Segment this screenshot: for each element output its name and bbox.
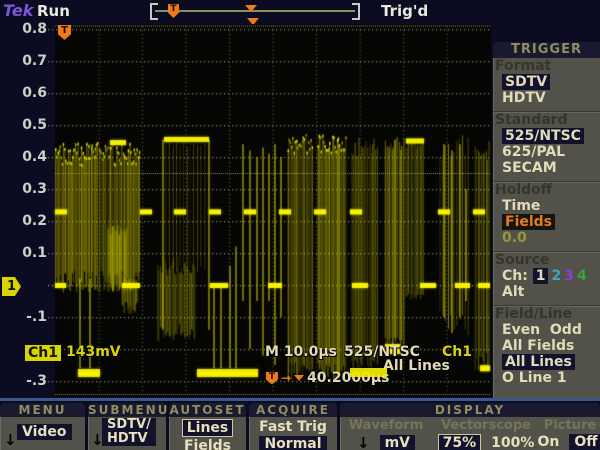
display-picture-group: Picture On Off bbox=[537, 418, 600, 450]
menu-panel-title: MENU bbox=[0, 403, 85, 417]
vectorscope-100-button[interactable]: 100% bbox=[491, 435, 535, 450]
triangle-down-icon bbox=[294, 375, 305, 381]
display-panel-title: DISPLAY bbox=[340, 403, 600, 417]
axis-label: 0.7 bbox=[22, 53, 47, 69]
axis-label: 0.4 bbox=[22, 149, 47, 165]
channel-option-2[interactable]: 2 bbox=[551, 268, 562, 284]
axis-label: 0.2 bbox=[22, 213, 47, 229]
acquire-normal-button[interactable]: Normal bbox=[259, 436, 327, 450]
menu-option-o-line-1[interactable]: O Line 1 bbox=[502, 370, 567, 386]
axis-label: 0.1 bbox=[22, 245, 47, 261]
waveform-graticule bbox=[48, 24, 491, 396]
menu-option-fields[interactable]: Fields bbox=[493, 214, 600, 230]
sidebar-section-field-line: Field/Line Even Odd All Fields All Lines O L… bbox=[493, 305, 600, 386]
vectorscope-label: Vectorscope bbox=[441, 418, 531, 433]
section-label: Format bbox=[495, 58, 552, 74]
arrow-right-icon: → bbox=[281, 371, 292, 385]
trigger-lines-readout: All Lines bbox=[383, 358, 450, 374]
menu-option-525-ntsc[interactable]: 525/NTSC bbox=[493, 128, 600, 144]
axis-label: 0.3 bbox=[22, 181, 47, 197]
section-label: Holdoff bbox=[495, 182, 553, 198]
record-center-triangle-icon bbox=[245, 5, 257, 12]
menu-option-all-lines[interactable]: All Lines bbox=[493, 354, 600, 370]
horizontal-position-indicator[interactable]: T bbox=[150, 3, 360, 20]
acquire-panel: ACQUIRE Fast Trig Normal bbox=[249, 403, 337, 450]
axis-label: 0.5 bbox=[22, 117, 47, 133]
arrow-down-icon: ↓ bbox=[91, 431, 104, 449]
channel-option-4[interactable]: 4 bbox=[576, 268, 587, 284]
autoset-lines-button[interactable]: Lines bbox=[181, 419, 234, 437]
axis-label: -.1 bbox=[26, 309, 47, 325]
menu-option-all-fields[interactable]: All Fields bbox=[502, 338, 575, 354]
submenu-panel: SUBMENU ↓ SDTV/HDTV bbox=[88, 403, 170, 450]
menu-option-0-0[interactable]: 0.0 bbox=[502, 230, 527, 246]
display-vectorscope-group: Vectorscope 75% 100% bbox=[432, 418, 540, 450]
trigger-source-readout: Ch1 bbox=[442, 344, 472, 360]
channel-scale-readout: 143mV bbox=[66, 344, 121, 360]
submenu-panel-title: SUBMENU bbox=[88, 403, 170, 417]
acquire-fast-trig-button[interactable]: Fast Trig bbox=[259, 419, 327, 435]
vectorscope-75-button[interactable]: 75% bbox=[437, 434, 482, 450]
section-label: Field/Line bbox=[495, 306, 572, 322]
video-standard-readout: 525/NTSC bbox=[344, 344, 420, 360]
menu-option-625-pal[interactable]: 625/PAL bbox=[502, 144, 566, 160]
menu-video-button[interactable]: Video bbox=[17, 424, 72, 440]
sidebar-section-source: Source Ch: 1 2 3 4 Alt bbox=[493, 251, 600, 300]
waveform-mv-button[interactable]: mV bbox=[379, 435, 415, 450]
channel-1-ground-marker[interactable]: 1 bbox=[2, 277, 21, 296]
sidebar-section-format: Format SDTV HDTV bbox=[493, 58, 600, 107]
sidebar-section-standard: Standard 525/NTSC 625/PAL SECAM bbox=[493, 111, 600, 176]
channel-badge: Ch1 bbox=[25, 345, 61, 361]
menu-option-even--odd[interactable]: Even Odd bbox=[502, 322, 582, 338]
sidebar-title: TRIGGER bbox=[493, 42, 600, 58]
trigger-marker-t-icon[interactable]: T bbox=[58, 25, 71, 40]
menu-option-secam[interactable]: SECAM bbox=[502, 160, 557, 176]
record-end-bracket bbox=[352, 3, 360, 20]
picture-off-button[interactable]: Off bbox=[569, 434, 600, 450]
submenu-sdtv-hdtv-button[interactable]: SDTV/HDTV bbox=[102, 418, 156, 446]
picture-on-button[interactable]: On bbox=[537, 434, 560, 450]
channel-option-1[interactable]: 1 bbox=[532, 268, 549, 284]
channel-option-3[interactable]: 3 bbox=[564, 268, 574, 284]
display-waveform-group: Waveform ↓ mV bbox=[340, 418, 432, 450]
axis-label: 0.6 bbox=[22, 85, 47, 101]
acquisition-status: Run bbox=[37, 2, 70, 20]
section-label: Source bbox=[495, 252, 550, 268]
trigger-menu-sidebar: TRIGGER Format SDTV HDTV Standard 525/NTSC 62… bbox=[493, 42, 600, 398]
tek-logo: Tek bbox=[3, 1, 34, 20]
autoset-panel-title: AUTOSET bbox=[169, 403, 246, 417]
axis-label: -.3 bbox=[26, 373, 47, 389]
trigger-status: Trig'd bbox=[381, 2, 429, 20]
picture-label: Picture bbox=[543, 418, 597, 433]
sidebar-section-holdoff: Holdoff Time Fields 0.0 bbox=[493, 181, 600, 246]
menu-option-alt[interactable]: Alt bbox=[502, 284, 525, 300]
trigger-position-t-icon[interactable]: T bbox=[168, 4, 179, 18]
bezel-separator bbox=[0, 398, 600, 401]
menu-option-hdtv[interactable]: HDTV bbox=[502, 90, 546, 106]
waveform-overlay-bar bbox=[350, 368, 387, 377]
timebase-readout: M 10.0µs bbox=[265, 344, 337, 360]
axis-label: 0.8 bbox=[22, 21, 47, 37]
menu-option-time[interactable]: Time bbox=[502, 198, 541, 214]
arrow-down-icon: ↓ bbox=[356, 434, 370, 450]
autoset-panel: AUTOSET Lines Fields bbox=[169, 403, 246, 450]
waveform-label: Waveform bbox=[348, 418, 424, 433]
display-panel: DISPLAY Waveform ↓ mV Vectorscope 75% 100%… bbox=[340, 403, 600, 450]
section-label: Standard bbox=[495, 112, 568, 128]
autoset-fields-button[interactable]: Fields bbox=[183, 438, 231, 450]
menu-option-sdtv[interactable]: SDTV bbox=[493, 74, 600, 90]
acquire-panel-title: ACQUIRE bbox=[249, 403, 337, 417]
trigger-point-triangle-icon[interactable] bbox=[247, 18, 259, 25]
record-start-bracket bbox=[150, 3, 158, 20]
menu-panel: MENU ↓ Video bbox=[0, 403, 85, 450]
arrow-down-icon: ↓ bbox=[4, 431, 17, 449]
trigger-t-icon: T bbox=[266, 371, 278, 385]
